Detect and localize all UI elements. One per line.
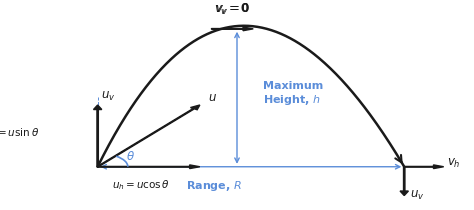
Text: $u$: $u$ bbox=[208, 91, 217, 104]
Text: $u_h = u\cos\theta$: $u_h = u\cos\theta$ bbox=[111, 178, 170, 192]
Text: Maximum
Height, $h$: Maximum Height, $h$ bbox=[263, 81, 323, 107]
FancyArrow shape bbox=[211, 27, 253, 31]
FancyArrow shape bbox=[93, 105, 102, 167]
FancyArrow shape bbox=[404, 165, 444, 169]
Text: $u_v$: $u_v$ bbox=[101, 90, 116, 103]
Text: Range, $R$: Range, $R$ bbox=[186, 179, 242, 193]
Text: $v_h$: $v_h$ bbox=[447, 156, 461, 170]
FancyArrow shape bbox=[97, 105, 200, 167]
Text: $v_v = 0$: $v_v = 0$ bbox=[215, 1, 250, 17]
Text: $u_v = u\sin\theta$: $u_v = u\sin\theta$ bbox=[0, 126, 39, 140]
Text: $\theta$: $\theta$ bbox=[127, 150, 136, 163]
Text: $u_v$: $u_v$ bbox=[410, 189, 424, 202]
FancyArrow shape bbox=[400, 167, 409, 196]
FancyArrow shape bbox=[98, 165, 200, 169]
Text: $v_v = \mathbf{0}$: $v_v = \mathbf{0}$ bbox=[214, 1, 250, 17]
